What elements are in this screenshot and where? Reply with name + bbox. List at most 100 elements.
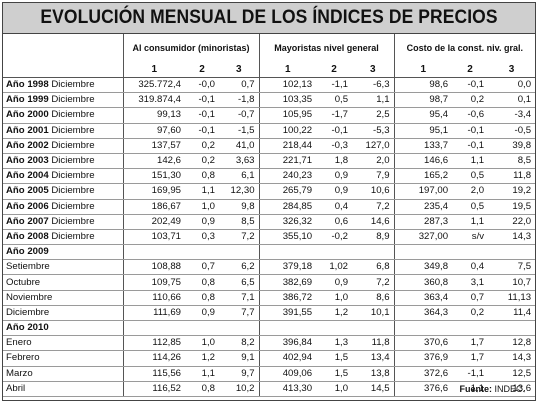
- value-cell: 8,5: [219, 214, 260, 230]
- row-month: Octubre: [6, 276, 41, 288]
- value-cell: 151,30: [122, 168, 185, 185]
- value-cell: 284,85: [258, 199, 317, 215]
- source-note: Fuente: INDEC.: [459, 384, 525, 394]
- empty-cell: [488, 320, 536, 337]
- table-row: Setiembre 108,88 0,7 6,2 379,18 1,02 6,8 349,8 0…: [3, 259, 536, 276]
- value-cell: 2,5: [352, 107, 395, 124]
- row-month: Diciembre: [51, 94, 95, 106]
- table-frame: EVOLUCIÓN MENSUAL DE LOS ÍNDICES DE PREC…: [2, 2, 536, 401]
- row-year: Año 2003: [6, 155, 49, 167]
- value-cell: 169,95: [122, 183, 185, 200]
- row-month: Noviembre: [6, 291, 53, 303]
- row-label: Año 2007 Diciembre: [3, 214, 123, 230]
- row-label: Febrero: [3, 350, 123, 367]
- value-cell: 402,94: [258, 350, 317, 367]
- table-row: Octubre 109,75 0,8 6,5 382,69 0,9 7,2 360,8 3,1 1…: [3, 274, 536, 291]
- value-cell: -0,6: [452, 107, 489, 124]
- value-cell: 100,22: [258, 123, 317, 139]
- value-cell: 235,4: [393, 199, 453, 215]
- empty-cell: [452, 320, 489, 337]
- row-month: Diciembre: [51, 109, 95, 121]
- value-cell: 22,0: [488, 214, 536, 230]
- row-month: Enero: [6, 337, 32, 349]
- row-month: Diciembre: [51, 200, 95, 212]
- value-cell: 7,9: [352, 168, 395, 185]
- row-month: Febrero: [6, 352, 40, 364]
- value-cell: 8,9: [352, 229, 395, 246]
- value-cell: -0,1: [185, 92, 219, 109]
- empty-cell: [122, 320, 185, 337]
- value-cell: 0,9: [185, 305, 219, 322]
- row-label: Año 2003 Diciembre: [3, 153, 123, 170]
- value-cell: 319.874,4: [122, 92, 185, 109]
- value-cell: 0,0: [488, 77, 536, 94]
- row-year: Año 2007: [6, 215, 49, 227]
- value-cell: 0,7: [185, 259, 219, 276]
- value-cell: 110,66: [122, 290, 185, 306]
- value-cell: 0,5: [452, 199, 489, 215]
- value-cell: 98,6: [393, 77, 453, 94]
- empty-cell: [258, 320, 317, 337]
- source-label: Fuente:: [459, 384, 492, 394]
- value-cell: 112,85: [122, 335, 185, 352]
- value-cell: 9,1: [219, 350, 260, 367]
- value-cell: 10,2: [219, 381, 260, 397]
- empty-cell: [316, 320, 353, 337]
- subcol-header: 3: [488, 62, 536, 78]
- value-cell: 14,3: [488, 350, 536, 367]
- value-cell: -0,5: [488, 123, 536, 139]
- row-label: Año 1998 Diciembre: [3, 77, 123, 94]
- table-row: Año 2001 Diciembre 97,60 -0,1 -1,5 100,22 -0,…: [3, 123, 536, 139]
- value-cell: 8,5: [488, 153, 536, 170]
- value-cell: 7,5: [488, 259, 536, 276]
- value-cell: 1,1: [452, 153, 489, 170]
- value-cell: 0,3: [185, 229, 219, 246]
- row-year: Año 2000: [6, 109, 49, 121]
- group-header-row: Al consumidor (minoristas) Mayoristas ni…: [3, 34, 536, 62]
- value-cell: 114,26: [122, 350, 185, 367]
- table-row: Año 2008 Diciembre 103,71 0,3 7,2 355,10 -0,2…: [3, 229, 536, 246]
- value-cell: 287,3: [393, 214, 453, 230]
- value-cell: 0,5: [452, 168, 489, 185]
- title-bar: EVOLUCIÓN MENSUAL DE LOS ÍNDICES DE PREC…: [3, 3, 535, 34]
- value-cell: 12,8: [488, 335, 536, 352]
- row-year: Año 2004: [6, 170, 49, 182]
- value-cell: 9,7: [219, 366, 260, 382]
- value-cell: 202,49: [122, 214, 185, 230]
- row-label: Noviembre: [3, 290, 123, 306]
- table-row: Enero 112,85 1,0 8,2 396,84 1,3 11,8 370,6 1,7 12…: [3, 335, 536, 352]
- value-cell: -0,1: [452, 138, 489, 154]
- value-cell: 3,1: [452, 274, 489, 291]
- group-header-wholesale: Mayoristas nivel general: [258, 34, 395, 62]
- row-month: Diciembre: [51, 170, 95, 182]
- value-cell: 0,5: [316, 92, 353, 109]
- row-month: Diciembre: [51, 215, 95, 227]
- value-cell: 1,5: [316, 350, 353, 367]
- value-cell: -1,8: [219, 92, 260, 109]
- value-cell: 0,2: [452, 305, 489, 322]
- value-cell: 325.772,4: [122, 77, 185, 94]
- value-cell: -5,3: [352, 123, 395, 139]
- value-cell: -3,4: [488, 107, 536, 124]
- value-cell: 14,6: [352, 214, 395, 230]
- empty-cell: [219, 320, 260, 337]
- value-cell: 6,1: [219, 168, 260, 185]
- value-cell: 12,5: [488, 366, 536, 382]
- value-cell: 10,1: [352, 305, 395, 322]
- section-row: Año 2009: [3, 244, 536, 261]
- subcolumn-header-row: 1 2 3 1 2 3 1 2 3: [3, 62, 536, 78]
- value-cell: 218,44: [258, 138, 317, 154]
- table-row: Año 1998 Diciembre 325.772,4 -0,0 0,7 102,13…: [3, 77, 536, 94]
- table-row: Marzo 115,56 1,1 9,7 409,06 1,5 13,8 372,6 -1,1 1…: [3, 366, 536, 382]
- table-body: Año 1998 Diciembre 325.772,4 -0,0 0,7 102,13…: [3, 77, 536, 397]
- blank-header: [3, 34, 123, 62]
- value-cell: 19,5: [488, 199, 536, 215]
- value-cell: 8,6: [352, 290, 395, 306]
- row-month: Diciembre: [51, 155, 95, 167]
- row-year: Año 1998: [6, 79, 49, 91]
- row-label: Año 2006 Diciembre: [3, 199, 123, 215]
- value-cell: 372,6: [393, 366, 453, 382]
- value-cell: 382,69: [258, 274, 317, 291]
- subcol-header: 3: [219, 62, 260, 78]
- value-cell: 9,8: [219, 199, 260, 215]
